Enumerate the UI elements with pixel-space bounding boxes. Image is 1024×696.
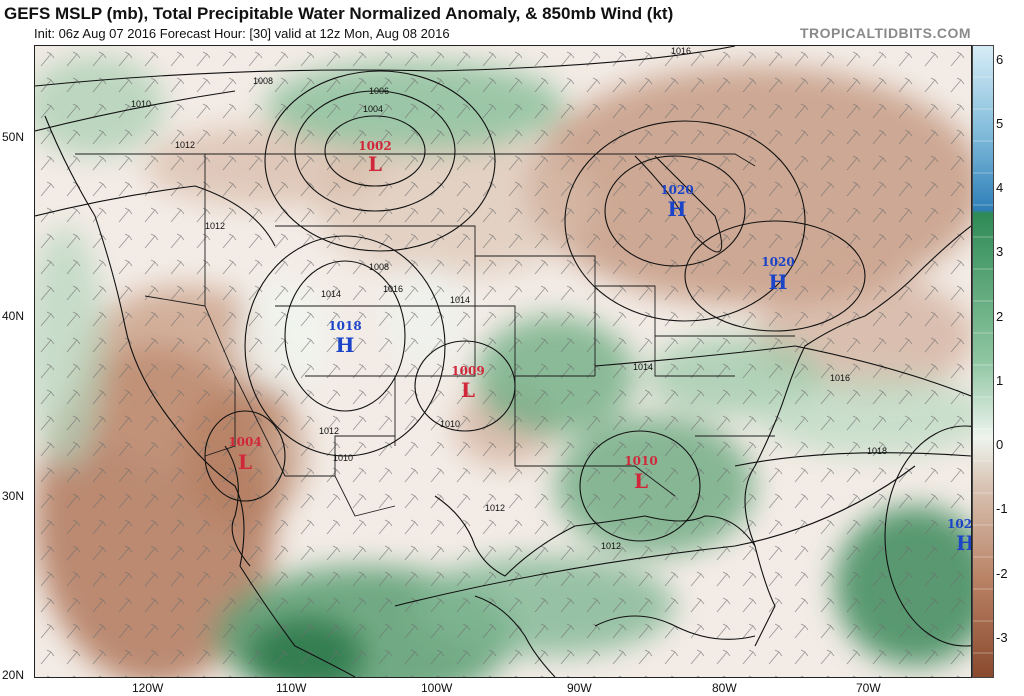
brand-watermark: TROPICALTIDBITS.COM <box>799 25 971 41</box>
isobar-label: 1012 <box>601 541 621 551</box>
colorbar-label: -2 <box>996 566 1008 581</box>
isobar-label: 1008 <box>369 262 389 272</box>
pressure-letter: L <box>634 469 648 493</box>
isobar-label: 1010 <box>440 419 460 429</box>
isobar-label: 1014 <box>321 289 341 299</box>
weather-map: 1016 1008 1006 1004 1010 1012 1012 1008 … <box>34 45 972 678</box>
isobar-label: 1018 <box>867 446 887 456</box>
coastlines <box>44 115 971 677</box>
isobar-label: 1010 <box>131 99 151 109</box>
isobars <box>35 46 971 647</box>
high-center-1018: 1018 H <box>328 319 361 357</box>
isobar-label: 1014 <box>633 362 653 372</box>
colorbar-label: 3 <box>996 244 1004 259</box>
pressure-value: 102 <box>947 517 971 531</box>
isobar-labels: 1016 1008 1006 1004 1010 1012 1012 1008 … <box>131 46 887 551</box>
pressure-letter: H <box>956 531 971 555</box>
lon-label-110w: 110W <box>276 681 307 695</box>
lon-label-80w: 80W <box>712 681 737 695</box>
isobar-label: 1012 <box>485 503 505 513</box>
colorbar-label: -3 <box>996 630 1008 645</box>
low-center-1009: 1009 L <box>451 364 484 402</box>
lat-label-40n: 40N <box>2 309 25 323</box>
lat-label-30n: 30N <box>2 489 25 503</box>
colorbar-label: 2 <box>996 309 1004 324</box>
map-canvas: 1016 1008 1006 1004 1010 1012 1012 1008 … <box>35 46 971 677</box>
isobar-label: 1008 <box>253 76 273 86</box>
isobar-label: 1010 <box>333 453 353 463</box>
pressure-value: 1009 <box>451 364 484 378</box>
wind-barbs <box>35 46 971 677</box>
low-center-1002: 1002 L <box>358 139 391 176</box>
low-center-1010: 1010 L <box>624 454 657 493</box>
anomaly-colorbar <box>972 45 994 678</box>
pressure-letter: L <box>368 152 382 176</box>
lon-label-100w: 100W <box>421 681 453 695</box>
isobar-label: 1004 <box>363 104 383 114</box>
high-center-1020-northeast: 1020 H <box>761 255 794 294</box>
pressure-value: 1018 <box>328 319 361 333</box>
high-center-102-partial: 102 H <box>947 517 971 555</box>
lat-label-50n: 50N <box>2 130 25 144</box>
isobar-label: 1012 <box>205 221 225 231</box>
pressure-letter: L <box>238 450 252 474</box>
pressure-centers: 1002 L 1020 H 1020 H 1018 H 1009 L 1004 … <box>228 139 971 555</box>
colorbar-label: -1 <box>996 501 1008 516</box>
isobar-label: 1006 <box>369 86 389 96</box>
colorbar-label: 6 <box>996 52 1004 67</box>
pressure-letter: H <box>336 333 355 357</box>
lon-label-70w: 70W <box>856 681 881 695</box>
isobar-label: 1014 <box>450 295 470 305</box>
colorbar-label: 0 <box>996 437 1004 452</box>
isobar-label: 1016 <box>671 46 691 56</box>
lat-label-20n: 20N <box>2 668 25 682</box>
chart-subtitle: Init: 06z Aug 07 2016 Forecast Hour: [30… <box>34 26 450 41</box>
political-borders <box>75 153 795 517</box>
colorbar-label: 5 <box>996 116 1004 131</box>
colorbar-label: 1 <box>996 373 1004 388</box>
lon-label-90w: 90W <box>567 681 592 695</box>
pressure-letter: L <box>461 378 475 402</box>
pressure-letter: H <box>769 270 788 294</box>
isobar-label: 1012 <box>319 426 339 436</box>
pressure-letter: H <box>668 197 687 221</box>
low-center-1004: 1004 L <box>228 435 261 474</box>
pressure-value: 1020 <box>660 183 693 197</box>
isobar-label: 1016 <box>830 373 850 383</box>
chart-title: GEFS MSLP (mb), Total Precipitable Water… <box>4 4 674 23</box>
pressure-value: 1020 <box>761 255 794 269</box>
pressure-value: 1010 <box>624 454 657 468</box>
isobar-label: 1016 <box>383 284 403 294</box>
pressure-value: 1004 <box>228 435 261 449</box>
lon-label-120w: 120W <box>132 681 164 695</box>
colorbar-label: 4 <box>996 180 1004 195</box>
isobar-label: 1012 <box>175 140 195 150</box>
pressure-value: 1002 <box>358 139 391 153</box>
colorbar-gradient <box>973 46 993 677</box>
high-center-1020-great-lakes: 1020 H <box>660 183 693 221</box>
